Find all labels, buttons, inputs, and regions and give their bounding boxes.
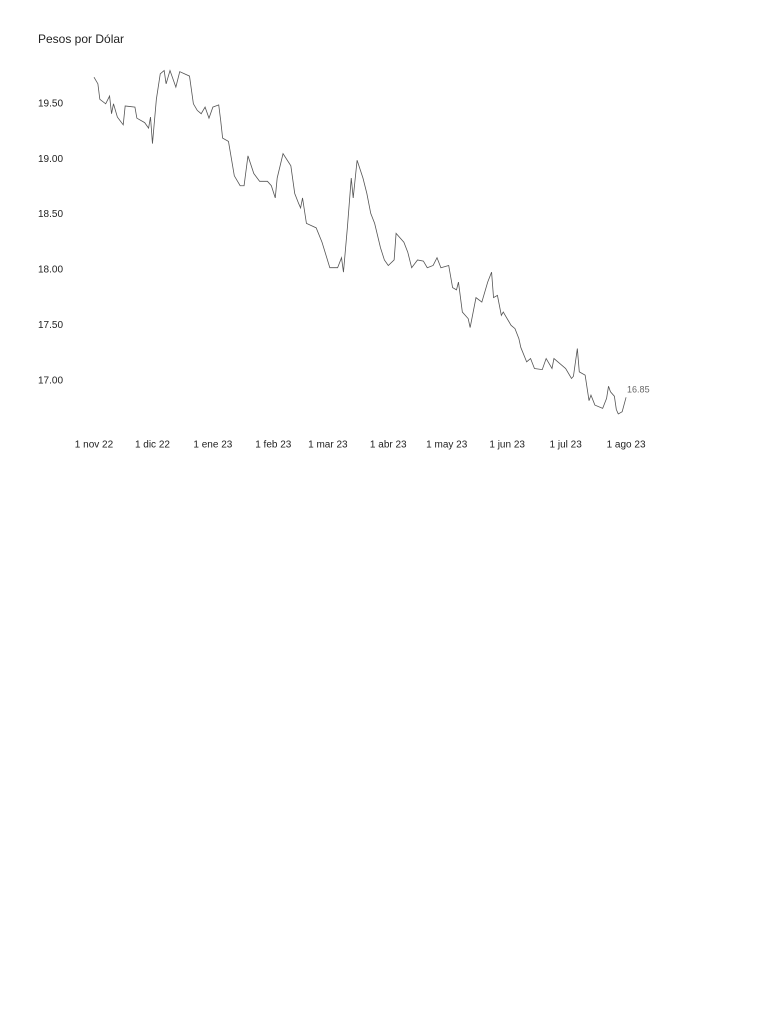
y-tick-label: 17.00 [38,375,63,386]
end-value-label: 16.85 [627,385,650,395]
x-tick-label: 1 ene 23 [193,440,232,451]
x-tick-label: 1 feb 23 [255,440,292,451]
y-tick-label: 17.50 [38,320,63,331]
x-tick-label: 1 jul 23 [550,440,583,451]
x-tick-label: 1 may 23 [426,440,468,451]
line [93,69,627,415]
y-tick-label: 18.00 [38,265,63,276]
x-tick-label: 1 nov 22 [75,440,114,451]
y-tick-label: 19.50 [38,98,63,109]
y-tick-label: 18.50 [38,209,63,220]
x-tick-label: 1 dic 22 [135,440,170,451]
x-tick-label: 1 mar 23 [308,440,348,451]
x-tick-label: 1 ago 23 [607,440,646,451]
y-tick-label: 19.00 [38,154,63,165]
chart-title: Pesos por Dólar [38,32,124,46]
x-tick-label: 1 abr 23 [370,440,407,451]
x-tick-label: 1 jun 23 [489,440,525,451]
